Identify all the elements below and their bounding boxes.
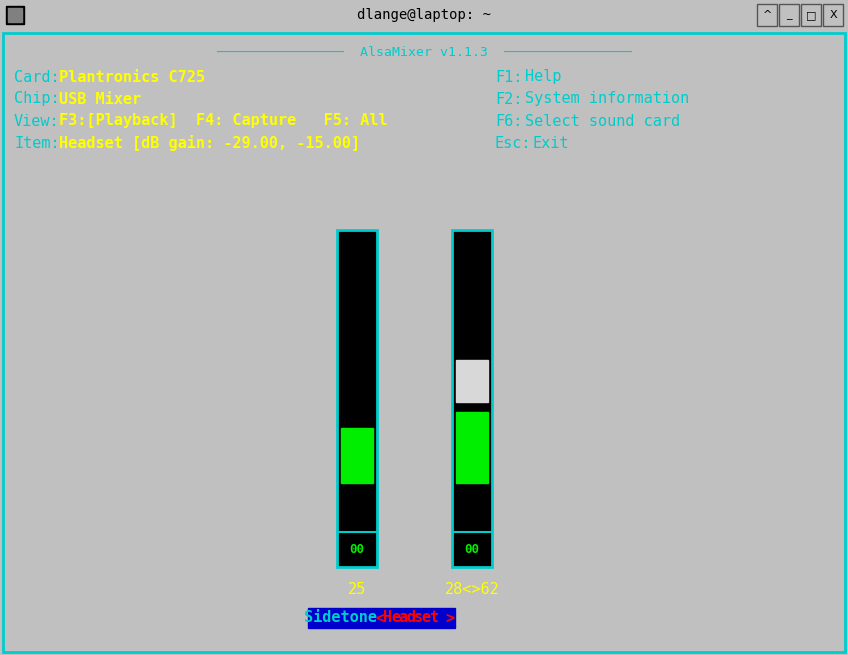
Text: Esc:: Esc:: [495, 136, 532, 151]
Bar: [341, 428, 373, 483]
Text: ────────────────  AlsaMixer v1.1.3  ────────────────: ──────────────── AlsaMixer v1.1.3 ──────…: [216, 45, 632, 58]
Text: e: e: [391, 610, 400, 626]
Bar: [779, 4, 799, 26]
Text: F3:[Playback]  F4: Capture   F5: All: F3:[Playback] F4: Capture F5: All: [59, 113, 388, 128]
Text: Item:: Item:: [14, 136, 59, 151]
Text: Help: Help: [525, 69, 561, 84]
Text: e: e: [421, 610, 431, 626]
Text: X: X: [829, 10, 837, 20]
Text: View:: View:: [14, 113, 59, 128]
Bar: [8, 8, 22, 22]
Text: >: >: [445, 610, 454, 626]
Text: F1:: F1:: [495, 69, 522, 84]
Text: 28<>62: 28<>62: [444, 582, 499, 597]
Text: USB Mixer: USB Mixer: [59, 92, 141, 107]
Text: Card:: Card:: [14, 69, 59, 84]
Bar: [801, 4, 821, 26]
Bar: [374, 608, 455, 628]
Text: System information: System information: [525, 92, 689, 107]
Text: ^: ^: [762, 10, 772, 20]
Bar: [308, 608, 374, 628]
Text: Select sound card: Select sound card: [525, 113, 680, 128]
Text: s: s: [414, 610, 423, 626]
Text: Headset [dB gain: -29.00, -15.00]: Headset [dB gain: -29.00, -15.00]: [59, 135, 360, 151]
Text: Chip:: Chip:: [14, 92, 59, 107]
Bar: [456, 360, 488, 402]
Bar: [337, 230, 377, 567]
Text: a: a: [399, 610, 408, 626]
Text: <: <: [376, 610, 385, 626]
Text: F2:: F2:: [495, 92, 522, 107]
Text: 00: 00: [465, 543, 479, 556]
Text: d: d: [406, 610, 416, 626]
Text: 00: 00: [349, 543, 365, 556]
Text: _: _: [786, 10, 792, 20]
Bar: [456, 412, 488, 483]
Text: Sidetone: Sidetone: [304, 610, 377, 626]
Text: dlange@laptop: ~: dlange@laptop: ~: [357, 8, 491, 22]
Text: H: H: [383, 610, 393, 626]
Text: 25: 25: [348, 582, 366, 597]
Bar: [823, 4, 843, 26]
Bar: [452, 230, 492, 567]
Bar: [757, 4, 777, 26]
Text: F6:: F6:: [495, 113, 522, 128]
Text: Exit: Exit: [533, 136, 569, 151]
Text: Plantronics C725: Plantronics C725: [59, 69, 205, 84]
Bar: [6, 6, 24, 24]
Text: t: t: [429, 610, 438, 626]
Text: □: □: [806, 10, 817, 20]
